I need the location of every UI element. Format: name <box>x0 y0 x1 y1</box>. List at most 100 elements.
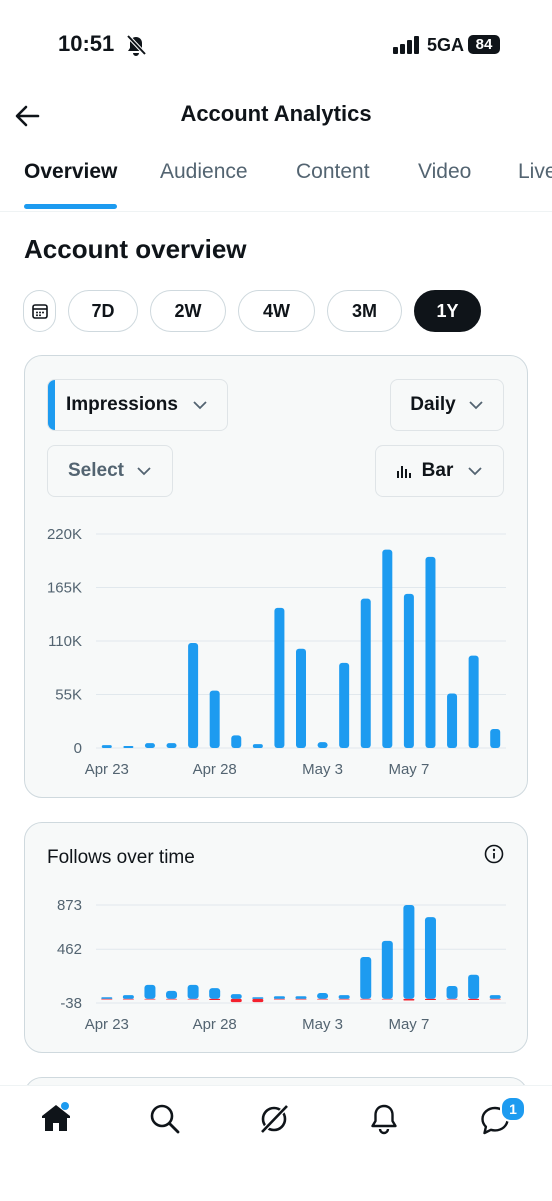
follows-card <box>24 822 528 1053</box>
bar <box>338 995 350 999</box>
home-tab[interactable] <box>40 1102 72 1134</box>
bar <box>274 607 285 748</box>
bar <box>382 549 393 748</box>
follows-title: Follows over time <box>47 847 195 868</box>
info-button[interactable] <box>484 844 504 864</box>
chevron <box>469 401 483 410</box>
bar <box>339 662 350 748</box>
y-tick-label: 220K <box>47 526 82 543</box>
grok-tab[interactable] <box>258 1103 290 1135</box>
bar <box>296 648 306 748</box>
y-tick-label: 55K <box>55 687 82 704</box>
x-tick-label: Apr 28 <box>193 1016 237 1033</box>
signal-icon <box>393 36 419 54</box>
bar <box>166 990 178 999</box>
style-dropdown[interactable]: Bar <box>375 445 504 497</box>
divider <box>0 211 552 212</box>
bar <box>187 998 199 1000</box>
bar <box>166 998 178 1000</box>
bar <box>489 995 501 999</box>
bar <box>230 998 242 1003</box>
bar <box>425 556 436 748</box>
tab[interactable]: Live <box>518 160 552 183</box>
bar <box>101 998 113 1000</box>
range-chip[interactable]: 3M <box>327 290 402 332</box>
bar <box>447 693 458 748</box>
bar <box>122 998 134 1000</box>
compare-label: Select <box>68 460 124 481</box>
y-tick-label: 0 <box>74 740 82 757</box>
bar-icon <box>396 466 411 478</box>
calendar-button[interactable] <box>23 290 56 332</box>
x-tick-label: May 7 <box>388 761 429 778</box>
bar <box>101 745 112 748</box>
bar <box>166 743 177 748</box>
bar <box>230 994 242 999</box>
bar <box>188 642 199 748</box>
tab[interactable]: Overview <box>24 160 118 183</box>
range-chip[interactable]: 2W <box>150 290 226 332</box>
metric-label: Impressions <box>66 394 178 415</box>
bar <box>424 998 436 1000</box>
bar <box>252 744 263 748</box>
bar <box>187 984 199 999</box>
bar <box>446 986 458 999</box>
mute-icon <box>126 34 147 56</box>
chevron <box>193 401 207 410</box>
x-tick-label: Apr 23 <box>85 1016 129 1033</box>
bar <box>317 998 329 1000</box>
tab[interactable]: Audience <box>160 160 248 183</box>
bar <box>123 746 134 748</box>
page-title: Account Analytics <box>180 101 372 126</box>
bar <box>360 598 371 748</box>
bar <box>490 729 501 748</box>
bar <box>252 997 264 999</box>
bar <box>209 690 220 748</box>
bar <box>144 743 155 748</box>
bar <box>403 905 415 999</box>
bar <box>446 998 458 1000</box>
metric-color <box>48 380 55 430</box>
range-chip[interactable]: 4W <box>238 290 315 332</box>
chevron <box>137 467 151 476</box>
bar <box>468 974 480 999</box>
back-button[interactable] <box>14 103 42 129</box>
bar <box>360 998 372 1000</box>
bar <box>468 655 479 748</box>
bar <box>360 956 372 999</box>
bottom-nav <box>0 1085 552 1201</box>
bar <box>144 998 156 1000</box>
bar <box>489 998 501 1000</box>
y-tick-label: -38 <box>60 995 82 1012</box>
tab[interactable]: Video <box>418 160 472 183</box>
x-tick-label: Apr 23 <box>85 761 129 778</box>
tab-indicator <box>24 204 117 209</box>
bar <box>144 984 156 999</box>
metric-dropdown[interactable]: Impressions <box>47 379 228 431</box>
compare-dropdown[interactable]: Select <box>47 445 173 497</box>
bar <box>231 735 242 748</box>
y-tick-label: 165K <box>47 580 82 597</box>
search-tab[interactable] <box>149 1103 181 1135</box>
range-chip[interactable]: 7D <box>68 290 138 332</box>
style-label: Bar <box>421 460 454 481</box>
x-tick-label: Apr 28 <box>193 761 237 778</box>
bar <box>338 998 350 1000</box>
bar <box>252 998 264 1003</box>
x-tick-label: May 7 <box>388 1016 429 1033</box>
network-type: 5GA <box>427 35 465 55</box>
notifications-tab[interactable] <box>368 1103 400 1135</box>
range-chip-selected[interactable]: 1Y <box>414 290 481 332</box>
x-tick-label: May 3 <box>302 761 343 778</box>
interval-dropdown[interactable]: Daily <box>390 379 504 431</box>
x-tick-label: May 3 <box>302 1016 343 1033</box>
battery: 84 <box>468 35 500 54</box>
bar <box>403 998 415 1001</box>
bar <box>209 998 221 1000</box>
y-tick-label: 873 <box>57 897 82 914</box>
y-tick-label: 110K <box>48 633 82 650</box>
interval-label: Daily <box>410 394 456 415</box>
bar <box>273 998 285 1000</box>
tab[interactable]: Content <box>296 160 370 183</box>
